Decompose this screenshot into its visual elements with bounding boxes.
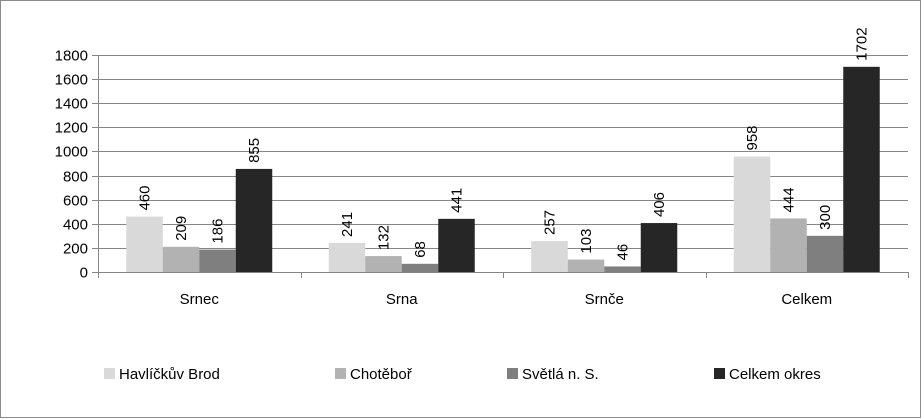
- data-label: 444: [781, 187, 798, 212]
- legend-swatch: [507, 368, 518, 379]
- legend-swatch: [335, 368, 346, 379]
- y-tick-label: 400: [63, 217, 88, 234]
- data-label: 441: [449, 188, 466, 213]
- legend-label: Havlíčkův Brod: [119, 366, 220, 383]
- data-label: 103: [578, 229, 595, 254]
- x-category-label: Celkem: [781, 291, 832, 308]
- data-label: 257: [542, 210, 559, 235]
- bar: [199, 249, 236, 272]
- data-label: 1702: [854, 27, 871, 60]
- y-tick-labels: 0 200 400 600 800 1000 1200 1400 1600 1800: [55, 48, 88, 282]
- x-category-label: Srnec: [180, 291, 220, 308]
- y-tick-label: 0: [80, 265, 88, 282]
- data-label: 46: [615, 244, 632, 261]
- bar: [733, 156, 771, 272]
- legend-label: Celkem okres: [729, 366, 821, 383]
- y-tick-label: 1400: [55, 96, 88, 113]
- bar: [770, 218, 807, 272]
- data-label: 241: [339, 212, 356, 237]
- x-category-label: Srnče: [585, 291, 624, 308]
- bar: [365, 256, 402, 272]
- legend: Havlíčkův Brod Chotěboř Světlá n. S. Celkem…: [104, 366, 821, 383]
- bar: [328, 242, 366, 272]
- legend-label: Chotěboř: [350, 366, 413, 383]
- gridlines: [92, 55, 908, 273]
- bar: [438, 218, 475, 272]
- data-label: 958: [744, 125, 761, 150]
- data-label: 68: [412, 241, 429, 258]
- data-label: 186: [210, 219, 227, 244]
- bar: [126, 216, 163, 272]
- data-label: 855: [246, 138, 263, 163]
- y-tick-label: 1800: [55, 48, 88, 65]
- y-tick-label: 600: [63, 193, 88, 210]
- bar: [401, 263, 439, 272]
- x-category-label: Srna: [386, 291, 418, 308]
- data-label: 209: [173, 216, 190, 241]
- legend-swatch: [714, 368, 725, 379]
- data-labels: 460 209 186 855 241 132 68 441 257 103 46 406 958 444…: [137, 27, 871, 260]
- y-tick-label: 1200: [55, 120, 88, 137]
- data-label: 460: [137, 186, 154, 211]
- y-tick-label: 800: [63, 169, 88, 186]
- data-label: 300: [817, 205, 834, 230]
- bar: [567, 259, 605, 272]
- bars: [126, 66, 880, 272]
- bar: [806, 235, 844, 272]
- bar: [604, 266, 641, 272]
- y-tick-label: 1600: [55, 72, 88, 89]
- data-label: 406: [651, 192, 668, 217]
- bar: [162, 246, 200, 272]
- bar: [843, 66, 880, 272]
- legend-label: Světlá n. S.: [522, 366, 599, 383]
- bar: [640, 223, 678, 272]
- axes: [98, 55, 909, 278]
- x-category-labels: Srnec Srna Srnče Celkem: [180, 291, 833, 308]
- data-label: 132: [376, 225, 393, 250]
- y-tick-label: 1000: [55, 144, 88, 161]
- legend-swatch: [104, 368, 115, 379]
- y-tick-label: 200: [63, 241, 88, 258]
- bar: [531, 241, 568, 272]
- bar: [235, 168, 273, 272]
